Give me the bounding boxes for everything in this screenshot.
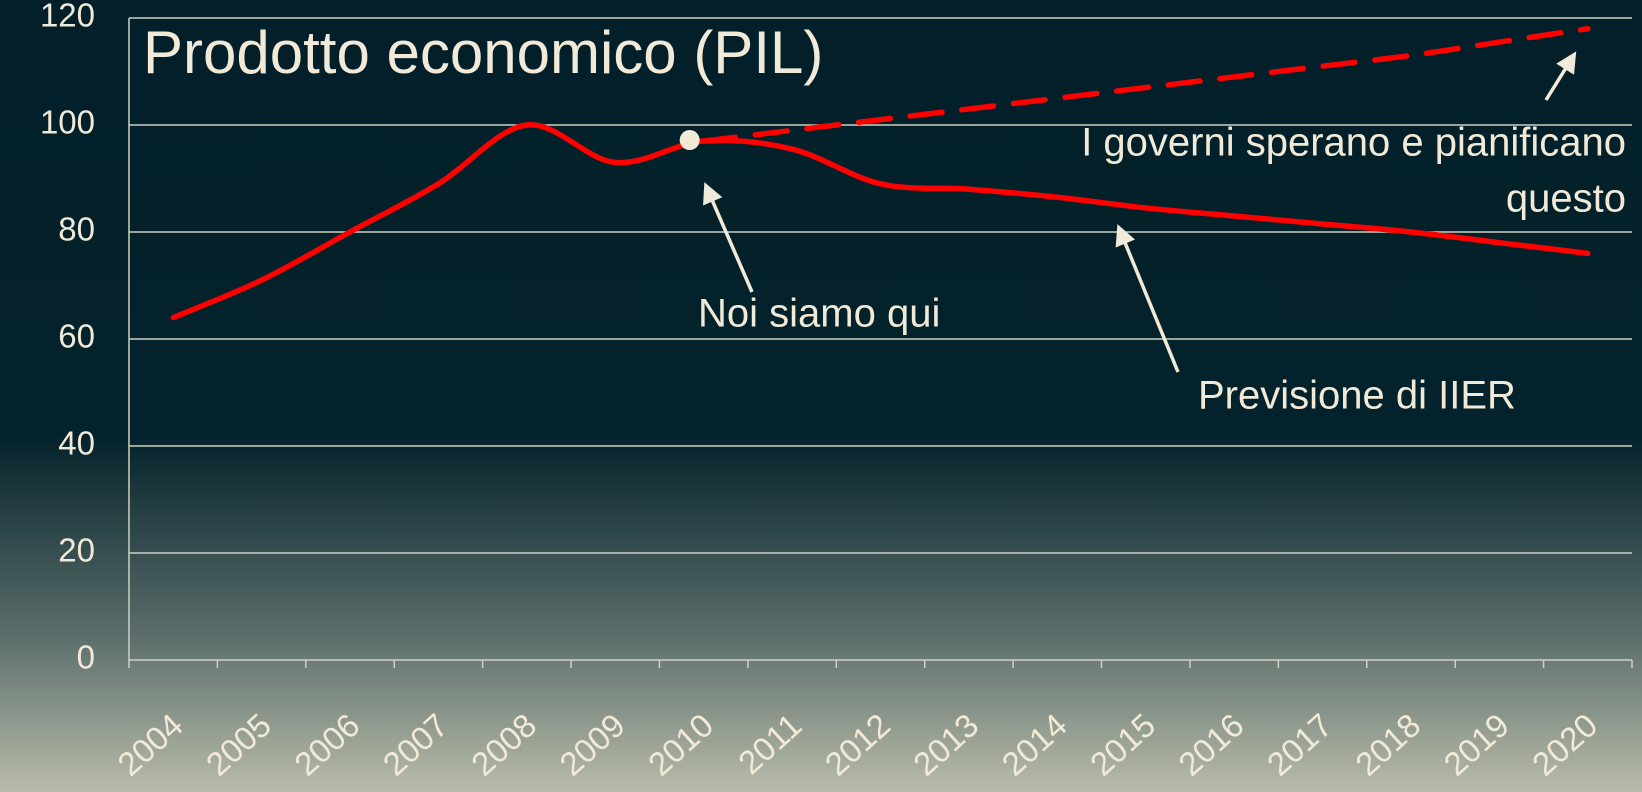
y-tick-label: 20 [58, 532, 95, 569]
y-tick-label: 0 [77, 639, 95, 676]
chart-title: Prodotto economico (PIL) [143, 19, 823, 86]
line-series [170, 122, 1591, 321]
annotation: Noi siamo qui [698, 292, 940, 336]
y-tick-label: 80 [58, 211, 95, 248]
annotation: Previsione di IIER [1198, 374, 1516, 418]
annotation-arrow [1115, 224, 1180, 373]
y-tick-label: 100 [40, 104, 95, 141]
line-series [700, 25, 1591, 144]
annotation-arrow [1544, 51, 1577, 101]
current-point [679, 130, 700, 151]
y-tick-label: 120 [40, 0, 95, 34]
y-tick-label: 60 [58, 318, 95, 355]
annotation: I governi sperano e pianificano [1081, 121, 1626, 165]
annotation-arrow [703, 182, 754, 293]
annotation: questo [1506, 177, 1626, 221]
y-tick-label: 40 [58, 425, 95, 462]
